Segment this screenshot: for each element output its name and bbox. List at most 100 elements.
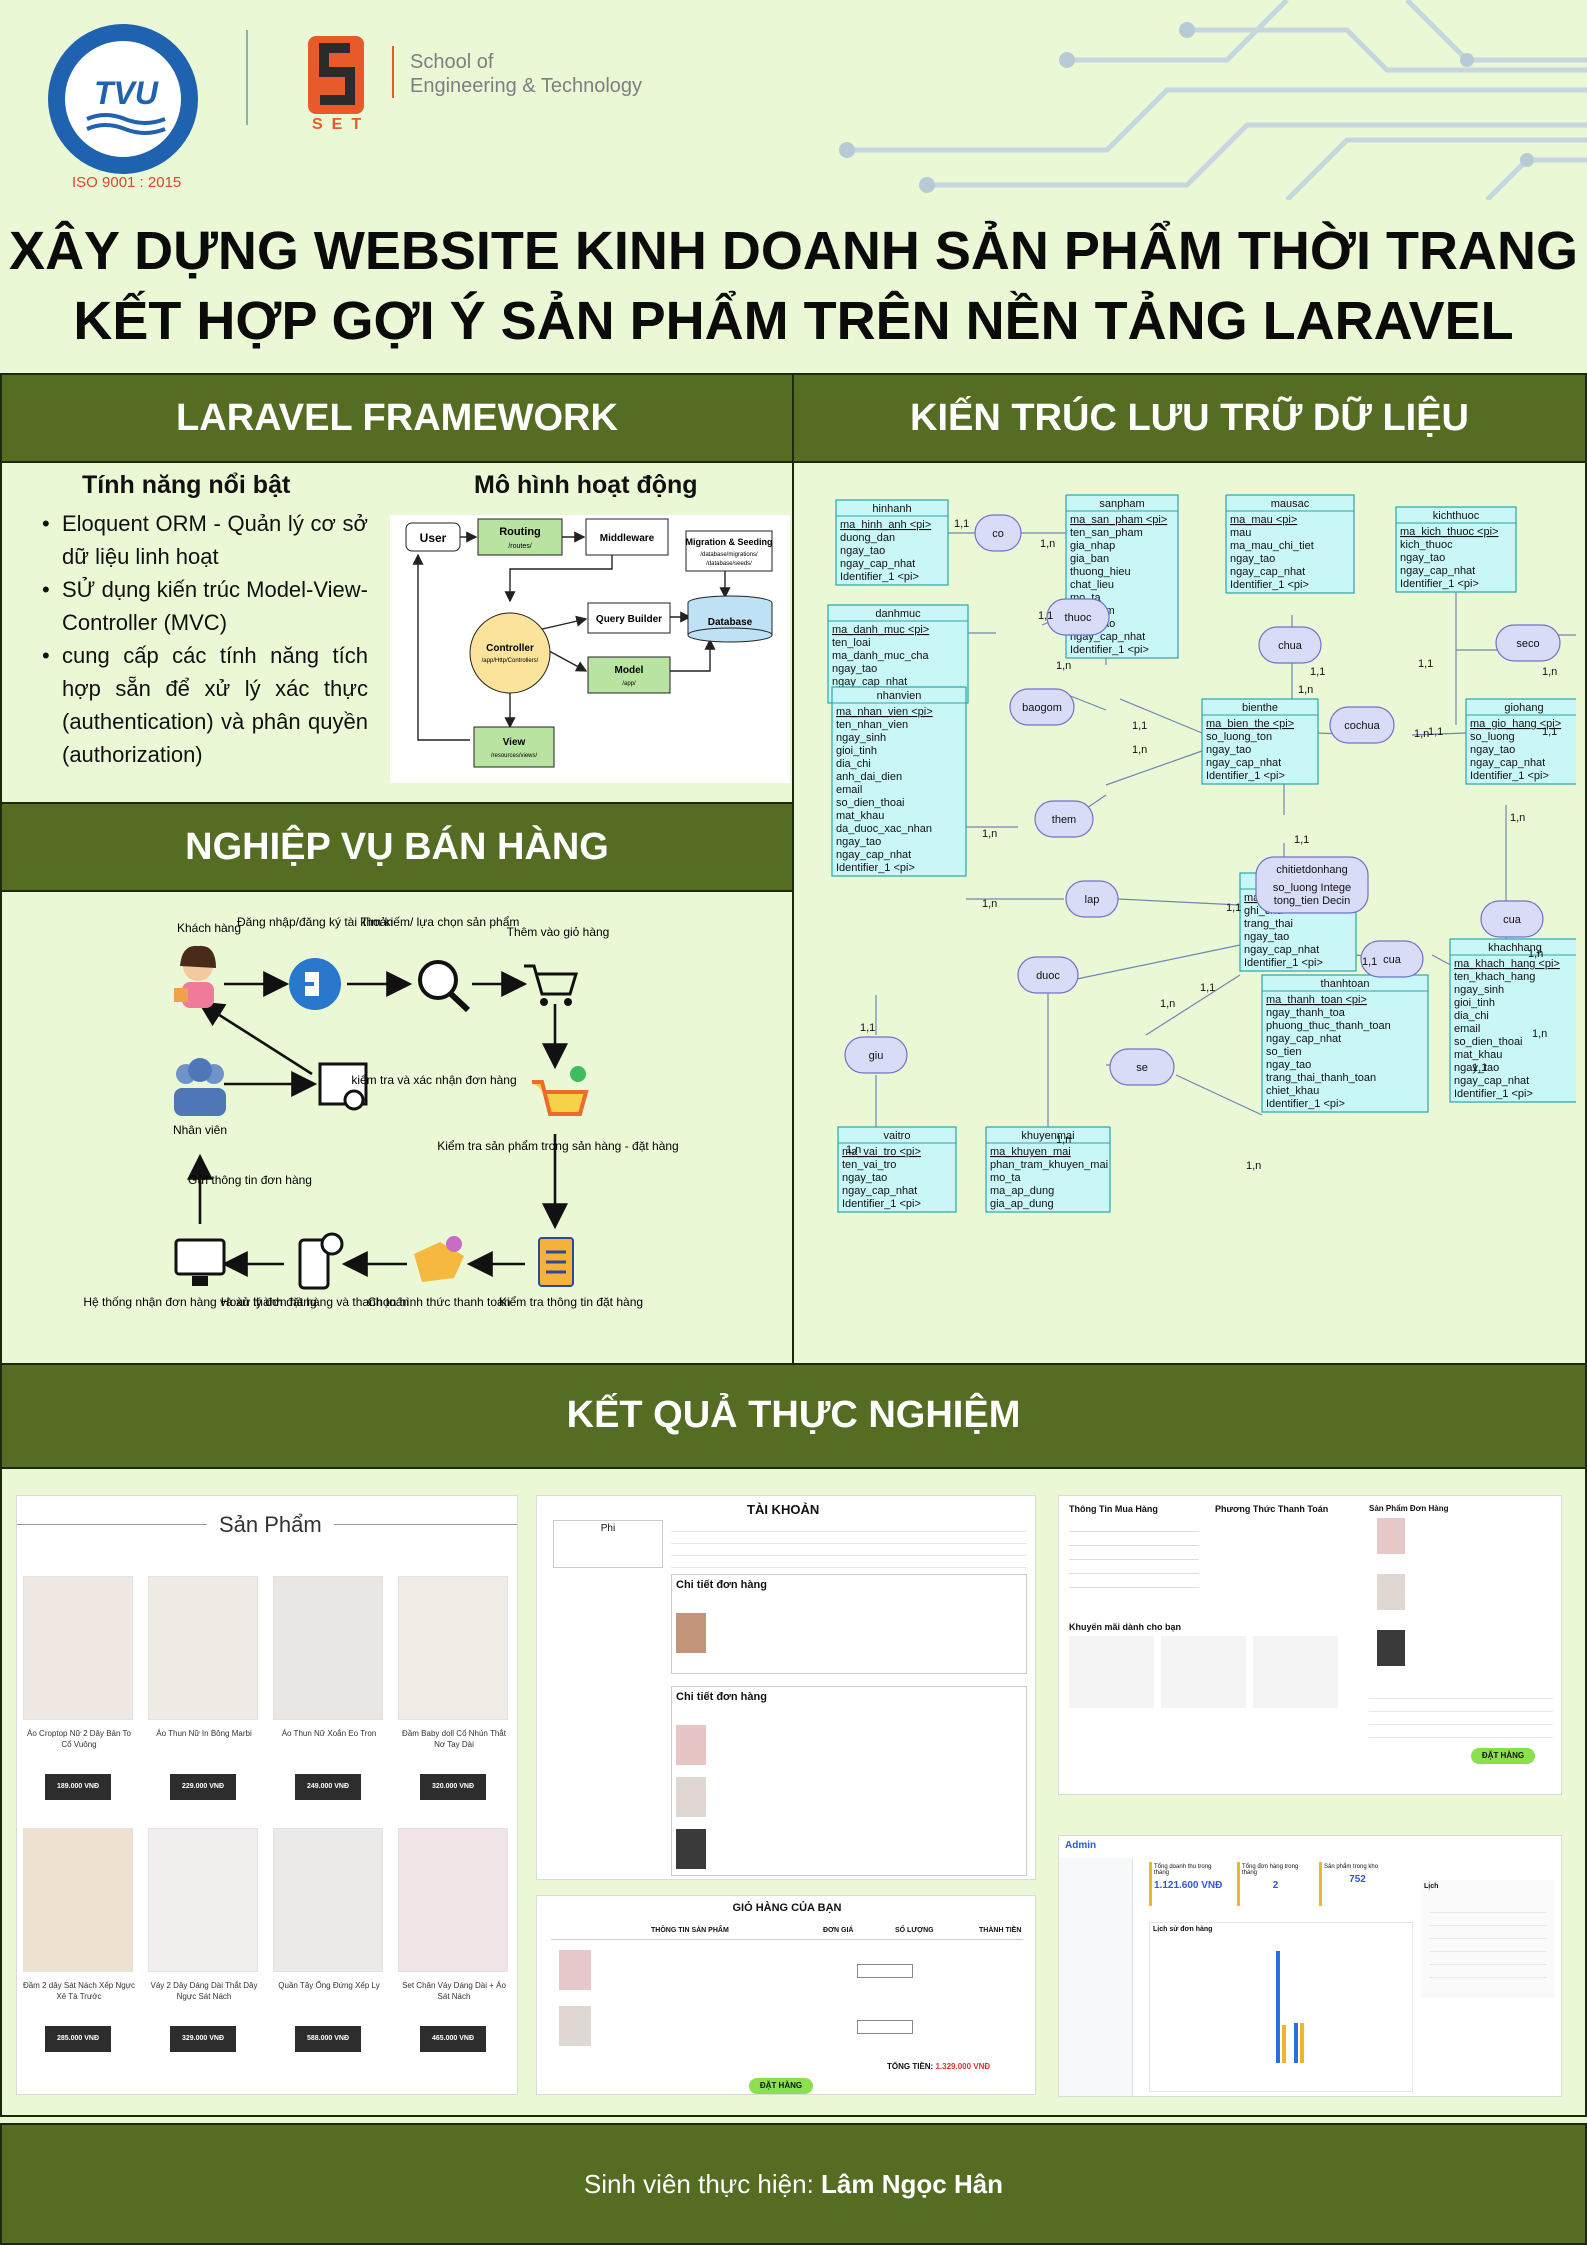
- products-screenshot: Sản Phẩm Áo Croptop Nữ 2 Dây Bản To Cổ V…: [16, 1495, 518, 2095]
- erd-relation: [1480, 900, 1544, 938]
- erd-link: [1411, 732, 1467, 736]
- tvu-mark: TVU: [94, 75, 158, 111]
- product-image[interactable]: [398, 1828, 508, 1972]
- erd-field: ma_gio_hang <pi>: [1470, 718, 1561, 730]
- product-price-button[interactable]: 249.000 VNĐ: [295, 1774, 361, 1800]
- product-image[interactable]: [273, 1576, 383, 1720]
- erd-cardinality: 1,1: [1038, 610, 1053, 622]
- erd-cardinality: 1,1: [1200, 982, 1215, 994]
- product-card[interactable]: Áo Thun Nữ Xoắn Eo Tron 249.000 VNĐ: [271, 1576, 387, 1816]
- erd-cardinality: 1,n: [982, 828, 997, 840]
- account-title: TÀI KHOẢN: [747, 1502, 820, 1517]
- product-name[interactable]: Áo Thun Nữ In Bông Marbi: [156, 1729, 252, 1738]
- erd-relation-name: duoc: [1036, 970, 1060, 982]
- product-price-button[interactable]: 229.000 VNĐ: [170, 1774, 236, 1800]
- erd-cardinality: 1,n: [1132, 744, 1147, 756]
- product-card[interactable]: Áo Croptop Nữ 2 Dây Bản To Cổ Vuông 189.0…: [21, 1576, 137, 1816]
- footer-student-name: Lâm Ngọc Hân: [821, 2169, 1004, 2199]
- erd-cardinality: 1,n: [1528, 948, 1543, 960]
- product-price-button[interactable]: 465.000 VNĐ: [420, 2026, 486, 2052]
- erd-field: ngay_cap_nhat: [1266, 1033, 1341, 1045]
- erd-field: ma_kich_thuoc <pi>: [1400, 526, 1498, 538]
- product-name[interactable]: Áo Croptop Nữ 2 Dây Bản To Cổ Vuông: [27, 1729, 131, 1749]
- product-image[interactable]: [398, 1576, 508, 1720]
- erd-field: mau: [1230, 527, 1251, 539]
- svg-text:Tìm kiếm/ lựa chọn sản phẩm: Tìm kiếm/ lựa chọn sản phẩm: [361, 915, 520, 929]
- cart-thumb: [559, 2006, 591, 2046]
- admin-sidebar[interactable]: [1059, 1858, 1133, 2096]
- calendar[interactable]: Lịch: [1421, 1880, 1555, 1998]
- qty-stepper[interactable]: [857, 2020, 913, 2034]
- stat-card-revenue: Tổng doanh thu trong tháng 1.121.600 VNĐ: [1149, 1862, 1229, 1906]
- product-card[interactable]: Váy 2 Dây Dáng Dài Thắt Dây Ngực Sát Nác…: [146, 1828, 262, 2068]
- product-image[interactable]: [148, 1576, 258, 1720]
- product-card[interactable]: Quần Tây Ống Đứng Xếp Ly 588.000 VNĐ: [271, 1828, 387, 2068]
- product-name[interactable]: Áo Thun Nữ Xoắn Eo Tron: [281, 1729, 377, 1738]
- product-name[interactable]: Đầm 2 dây Sát Nách Xếp Ngực Xẻ Tà Trước: [22, 1981, 136, 2001]
- cart-col: THÔNG TIN SẢN PHẨM: [651, 1927, 729, 1934]
- erd-field: ma_ap_dung: [990, 1185, 1054, 1197]
- erd-cardinality: 1,n: [846, 1144, 861, 1156]
- product-image[interactable]: [273, 1828, 383, 1972]
- calendar-grid[interactable]: [1429, 1900, 1547, 1990]
- qty-stepper[interactable]: [857, 1964, 913, 1978]
- product-card[interactable]: Áo Thun Nữ In Bông Marbi 229.000 VNĐ: [146, 1576, 262, 1816]
- erd-field: chat_lieu: [1070, 579, 1114, 591]
- feature-item: cung cấp các tính năng tích hợp sẵn để x…: [38, 639, 368, 771]
- erd-entity-box: [837, 1126, 957, 1213]
- results-heading: KẾT QUẢ THỰC NGHIỆM: [2, 1365, 1585, 1469]
- cart-order-button[interactable]: ĐẶT HÀNG: [749, 2078, 813, 2094]
- product-price-button[interactable]: 329.000 VNĐ: [170, 2026, 236, 2052]
- mvc-diagram: User Routing /routes/ Middleware Migrati…: [390, 515, 790, 783]
- product-price-button[interactable]: 189.000 VNĐ: [45, 1774, 111, 1800]
- product-name[interactable]: Set Chân Váy Dáng Dài + Áo Sát Nách: [402, 1981, 506, 2001]
- checkout-order-button[interactable]: ĐẶT HÀNG: [1471, 1748, 1535, 1764]
- product-image[interactable]: [23, 1828, 133, 1972]
- product-card[interactable]: Đầm Baby doll Cổ Nhún Thắt Nơ Tay Dài 320…: [396, 1576, 512, 1816]
- erd-field: ma_danh_muc_cha: [832, 650, 930, 662]
- product-name[interactable]: Quần Tây Ống Đứng Xếp Ly: [278, 1981, 380, 1990]
- erd-field: ngay_cap_nhat: [840, 558, 915, 570]
- product-name[interactable]: Váy 2 Dây Dáng Dài Thắt Dây Ngực Sát Nác…: [150, 1981, 258, 2001]
- erd-relation: [1034, 800, 1094, 838]
- erd-field: ngay_tao: [832, 663, 877, 675]
- product-name[interactable]: Đầm Baby doll Cổ Nhún Thắt Nơ Tay Dài: [402, 1729, 506, 1749]
- mvc-controller: Controller: [486, 643, 534, 654]
- erd-field: ngay_thanh_toa: [1266, 1007, 1346, 1019]
- product-image[interactable]: [148, 1828, 258, 1972]
- erd-field: trang_thai: [1244, 918, 1293, 930]
- promo-cards[interactable]: [1069, 1636, 1339, 1708]
- confirm-icon: [318, 1062, 368, 1111]
- product-price-button[interactable]: 320.000 VNĐ: [420, 1774, 486, 1800]
- product-card[interactable]: Set Chân Váy Dáng Dài + Áo Sát Nách 465.0…: [396, 1828, 512, 2068]
- erd-field: ngay_tao: [1230, 553, 1275, 565]
- erd-cardinality: 1,1: [1472, 1062, 1487, 1074]
- mvc-model-path: /app/: [622, 681, 636, 687]
- product-image[interactable]: [23, 1576, 133, 1720]
- order-thumb: [676, 1613, 706, 1653]
- staff-icon: [174, 1058, 226, 1116]
- product-price-button[interactable]: 588.000 VNĐ: [295, 2026, 361, 2052]
- erd-link: [1119, 698, 1203, 734]
- erd-field: gia_ap_dung: [990, 1198, 1054, 1210]
- erd-field: Identifier_1 <pi>: [836, 862, 915, 874]
- order-detail-box-1: Chi tiết đơn hàng: [671, 1574, 1027, 1674]
- erd-field: da_duoc_xac_nhan: [836, 823, 932, 835]
- mvc-view: View: [503, 737, 526, 748]
- step-check-cart: Kiểm tra sản phẩm trong sản hàng - đặt h…: [437, 1139, 678, 1153]
- products-title: Sản Phẩm: [207, 1512, 334, 1538]
- cart-header-row: THÔNG TIN SẢN PHẨM ĐƠN GIÁ SỐ LƯỢNG THÀN…: [551, 1924, 1023, 1940]
- product-card[interactable]: Đầm 2 dây Sát Nách Xếp Ngực Xẻ Tà Trước 2…: [21, 1828, 137, 2068]
- erd-link: [1105, 750, 1203, 786]
- product-price-button[interactable]: 285.000 VNĐ: [45, 2026, 111, 2052]
- erd-cardinality: 1,n: [1414, 728, 1429, 740]
- erd-field: duong_dan: [840, 532, 895, 544]
- erd-entity-name: sanpham: [1099, 498, 1144, 510]
- erd-field: so_luong_ton: [1206, 731, 1272, 743]
- step-add-cart: Thêm vào giỏ hàng: [507, 925, 610, 939]
- account-table: [671, 1520, 1027, 1568]
- payment-icon: [414, 1236, 464, 1282]
- erd-field: so_tien: [1266, 1046, 1301, 1058]
- erd-field: ngay_cap_nhat: [1206, 757, 1281, 769]
- buyer-fields[interactable]: [1069, 1518, 1199, 1598]
